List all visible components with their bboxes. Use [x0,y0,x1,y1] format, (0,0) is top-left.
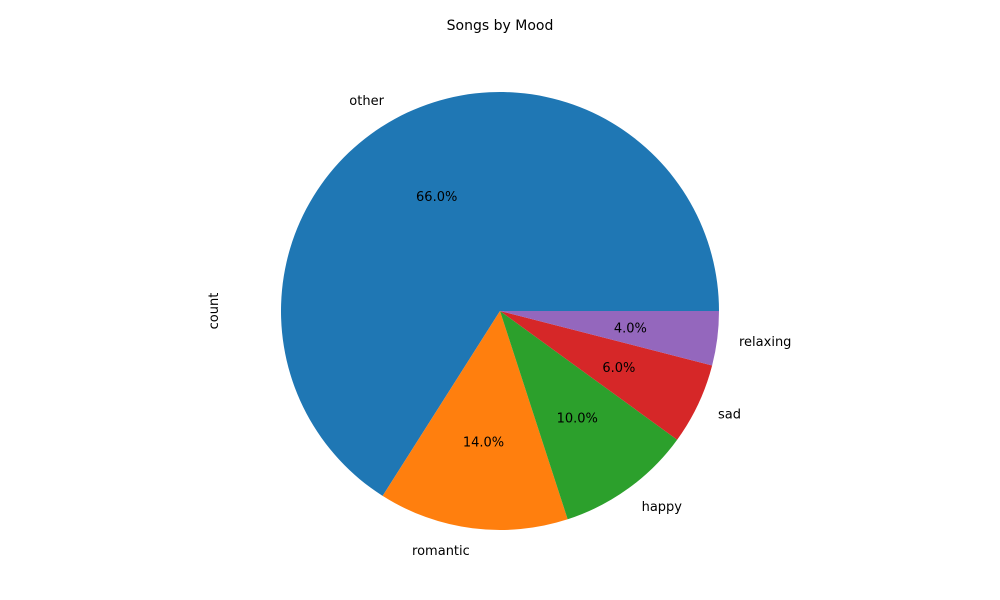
pie-labels: other 66.0% romantic 14.0% happy 10.0% sad 6.0%… [349,94,791,559]
slice-label-romantic: romantic [412,544,470,559]
y-axis-label: count [207,293,222,330]
slice-percent-sad: 6.0% [602,361,635,376]
slice-label-sad: sad [718,408,741,423]
pie-slice-other [280,92,719,496]
pie-slice-romantic [382,311,568,530]
pie-slice-relaxing [500,311,719,366]
pie-slice-happy [500,311,678,520]
slice-percent-happy: 10.0% [557,411,598,426]
pie-slices [280,92,719,530]
slice-percent-relaxing: 4.0% [614,321,647,336]
slice-percent-other: 66.0% [416,190,457,205]
chart-title: Songs by Mood [447,18,554,34]
slice-label-other: other [349,94,384,109]
pie-slice-sad [500,311,713,440]
slice-label-relaxing: relaxing [739,335,791,350]
slice-label-happy: happy [642,500,683,515]
slice-percent-romantic: 14.0% [463,435,504,450]
